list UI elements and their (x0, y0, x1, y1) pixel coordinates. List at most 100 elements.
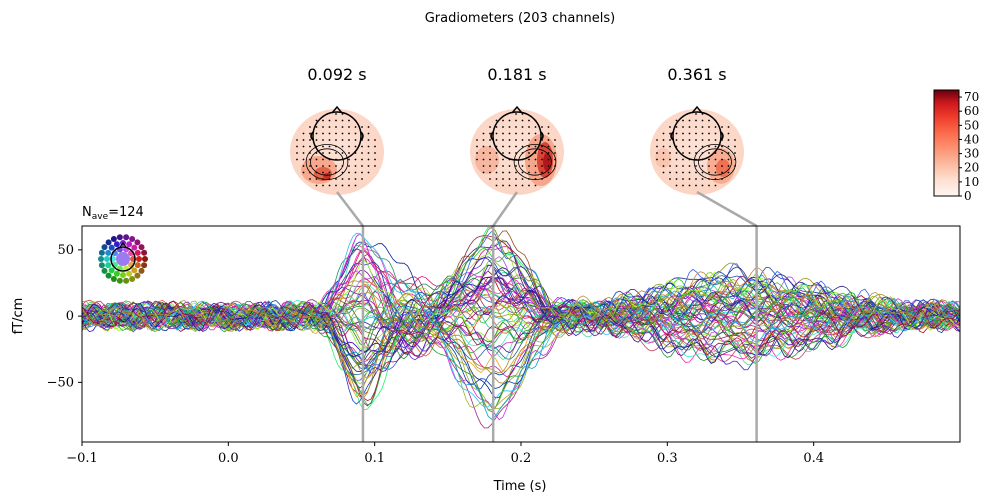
sensor-dot (315, 178, 318, 180)
sensor-dot (695, 132, 697, 135)
sensor-dot (502, 152, 504, 154)
sensor-dot (708, 165, 710, 167)
x-tick-label: 0.1 (364, 451, 385, 466)
legend-sensor-dot (108, 244, 115, 251)
sensor-dot (502, 158, 504, 161)
sensor-dot (322, 178, 324, 180)
sensor-dot (695, 184, 697, 187)
sensor-dot (547, 165, 550, 167)
sensor-dot (335, 171, 337, 174)
sensor-dot (495, 178, 498, 180)
sensor-dot (714, 126, 717, 128)
sensor-dot (476, 158, 478, 161)
sensor-dot (348, 139, 350, 141)
sensor-dot (714, 139, 717, 141)
sensor-dot (328, 132, 331, 135)
sensor-dot (682, 184, 684, 187)
sensor-dot (354, 152, 357, 154)
sensor-dot (521, 145, 524, 148)
sensor-dot (528, 132, 530, 135)
sensor-dot (708, 126, 710, 128)
sensor-dot (508, 184, 511, 187)
topomap: 0.361 s (650, 65, 744, 195)
sensor-dot (309, 178, 311, 180)
sensor-dot (489, 158, 491, 161)
sensor-dot (721, 158, 723, 161)
y-tick-label: 50 (57, 243, 74, 258)
sensor-dot (354, 139, 357, 141)
sensor-dot (521, 139, 524, 141)
channel-trace (82, 280, 960, 406)
colorbar-tick-label: 20 (964, 161, 979, 175)
sensor-dot (541, 132, 543, 135)
topomap-connector (336, 191, 364, 227)
sensor-dot (374, 165, 376, 167)
sensor-dot (547, 171, 550, 174)
topomaps: 0.092 s 0.181 s 0.361 s (290, 65, 744, 195)
sensor-dot (328, 178, 331, 180)
sensor-dot (296, 139, 298, 141)
head-ear-left (670, 131, 674, 141)
legend-sensor-dot (105, 249, 112, 256)
sensor-dot (656, 139, 658, 141)
legend-sensor-dot (129, 276, 136, 283)
sensor-dot (328, 165, 331, 167)
legend-sensor-dot (98, 249, 105, 256)
topomap-time-label: 0.181 s (487, 65, 546, 84)
sensor-dot (374, 152, 376, 154)
sensor-dot (734, 165, 736, 167)
sensor-dot (482, 152, 485, 154)
colorbar-tick-label: 50 (964, 118, 979, 132)
legend-center-dot (116, 252, 130, 266)
sensor-dot (341, 132, 344, 135)
sensor-dot (341, 171, 344, 174)
sensor-dot (502, 171, 504, 174)
sensor-dot (669, 152, 671, 154)
sensor-dot (508, 178, 511, 180)
sensor-dot (354, 145, 357, 148)
sensor-dot (302, 145, 305, 148)
sensor-dot (662, 158, 665, 161)
sensor-dot (302, 152, 305, 154)
x-axis-ticks: −0.1 0.0 0.1 0.2 0.3 0.4 (66, 442, 824, 466)
sensor-dot (547, 152, 550, 154)
sensor-dot (547, 158, 550, 161)
legend-sensor-dot (113, 241, 120, 248)
topomap-activity-blob (475, 146, 499, 174)
sensor-dot (354, 119, 357, 122)
sensor-dot (688, 171, 691, 174)
sensor-dot (361, 165, 363, 167)
sensor-dot (721, 165, 723, 167)
sensor-dot (354, 178, 357, 180)
sensor-dot (328, 126, 331, 128)
sensor-dot (541, 139, 543, 141)
sensor-dot (695, 119, 697, 122)
legend-sensor-dot (120, 272, 126, 278)
sensor-dot (348, 158, 350, 161)
sensor-dot (508, 165, 511, 167)
nave-label: Nave=124 (82, 205, 144, 222)
topomap-time-label: 0.361 s (667, 65, 726, 84)
sensor-dot (354, 158, 357, 161)
sensor-dot (309, 139, 311, 141)
legend-sensor-dot (116, 234, 123, 241)
sensor-dot (361, 178, 363, 180)
sensor-dot (714, 184, 717, 187)
topomap-connector (492, 191, 519, 227)
sensor-dot (482, 171, 485, 174)
colorbar-tick-label: 30 (964, 147, 979, 161)
sensor-dot (354, 184, 357, 187)
sensor-dot (489, 152, 491, 154)
legend-sensor-dot (126, 241, 133, 248)
sensor-dot (335, 165, 337, 167)
channel-trace (82, 226, 960, 344)
topomap-field (290, 109, 384, 195)
sensor-dot (515, 152, 517, 154)
channel-traces (82, 226, 960, 429)
sensor-dot (348, 126, 350, 128)
legend-sensor-dot (138, 244, 145, 251)
sensor-dot (528, 178, 530, 180)
sensor-dot (727, 139, 730, 141)
sensor-dot (669, 171, 671, 174)
sensor-dot (315, 145, 318, 148)
